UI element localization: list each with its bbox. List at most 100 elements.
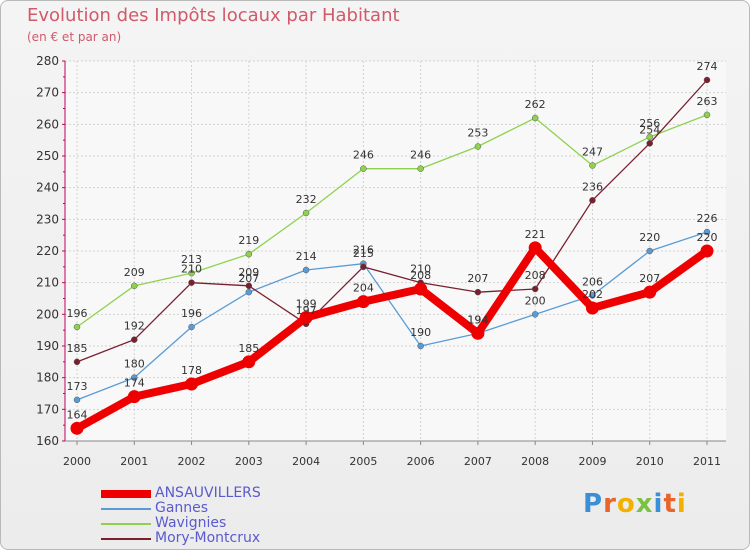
x-tick-label: 2000	[63, 455, 91, 468]
y-tick-label: 280	[36, 54, 59, 68]
x-tick-label: 2006	[407, 455, 435, 468]
series-ansauvillers	[70, 241, 714, 435]
series-line-mory-montcrux	[76, 79, 708, 363]
x-tick-label: 2008	[521, 455, 549, 468]
data-label-ansauvillers: 221	[525, 228, 546, 241]
data-point-wavignies	[589, 162, 596, 169]
data-point-mory-montcrux	[531, 285, 539, 293]
series-lines	[70, 76, 714, 435]
y-tick-label: 220	[36, 244, 59, 258]
y-axis-ticks: 160 170 180 190 200 210 220 230 240 250 260 270 280	[36, 54, 65, 448]
x-tick-label: 2007	[464, 455, 492, 468]
data-point-mory-montcrux	[188, 279, 195, 286]
legend-label: Wavignies	[155, 515, 227, 531]
data-label-gannes: 173	[67, 380, 88, 393]
data-point-ansauvillers	[700, 244, 714, 258]
x-tick-label: 2011	[693, 455, 721, 468]
data-label-gannes: 226	[697, 212, 718, 225]
data-label-wavignies: 263	[697, 95, 718, 108]
data-label-gannes: 206	[582, 275, 603, 288]
data-label-wavignies: 246	[410, 149, 431, 162]
data-point-gannes	[245, 288, 253, 296]
data-point-mory-montcrux	[245, 282, 253, 290]
data-label-wavignies: 246	[353, 149, 374, 162]
data-label-mory-montcrux: 185	[67, 342, 88, 355]
series-line-ansauvillers	[75, 243, 710, 432]
data-label-mory-montcrux: 197	[296, 304, 317, 317]
data-label-wavignies: 196	[67, 307, 88, 320]
data-label-wavignies: 209	[124, 266, 145, 279]
logo-letter: i	[676, 489, 687, 519]
x-tick-label: 2003	[235, 455, 263, 468]
data-label-wavignies: 256	[639, 117, 660, 130]
legend-label: Gannes	[155, 500, 209, 516]
data-point-mory-montcrux	[131, 336, 138, 343]
data-point-gannes	[131, 374, 138, 381]
x-axis-ticks: 2000 2001 2002 2003 2004 2005 2006 2007 2008 2009…	[63, 441, 721, 468]
data-label-ansauvillers: 208	[410, 269, 431, 282]
y-tick-label: 270	[36, 86, 59, 100]
data-label-wavignies: 253	[467, 127, 488, 140]
data-label-ansauvillers: 220	[697, 231, 718, 244]
data-point-gannes	[188, 323, 195, 331]
data-label-mory-montcrux: 208	[525, 269, 546, 282]
logo-letter: t	[663, 489, 677, 519]
data-point-gannes	[703, 228, 711, 236]
data-label-ansauvillers: 199	[296, 298, 317, 311]
y-tick-label: 230	[36, 212, 59, 226]
x-tick-label: 2010	[636, 455, 664, 468]
data-label-gannes: 196	[181, 307, 202, 320]
data-point-ansauvillers	[127, 390, 141, 404]
data-point-wavignies	[531, 114, 539, 122]
data-label-mory-montcrux: 209	[238, 266, 259, 279]
data-point-wavignies	[73, 323, 81, 331]
data-label-mory-montcrux: 274	[697, 60, 718, 73]
y-tick-label: 170	[36, 402, 59, 416]
data-label-ansauvillers: 207	[639, 272, 660, 285]
data-point-ansauvillers	[185, 377, 199, 391]
data-point-gannes	[589, 292, 596, 299]
data-point-mory-montcrux	[474, 288, 482, 296]
data-label-ansauvillers: 204	[353, 282, 374, 295]
legend-label: Mory-Montcrux	[155, 530, 261, 546]
data-label-mory-montcrux: 236	[582, 180, 603, 193]
data-label-wavignies: 247	[582, 146, 603, 159]
data-point-ansauvillers	[471, 326, 485, 340]
data-label-ansauvillers: 185	[238, 342, 259, 355]
data-label-gannes: 194	[467, 313, 488, 326]
plot-area	[65, 61, 726, 441]
y-tick-label: 190	[36, 339, 59, 353]
data-point-ansauvillers	[356, 295, 370, 309]
data-point-gannes	[302, 266, 310, 274]
data-point-mory-montcrux	[589, 197, 596, 204]
data-point-ansauvillers	[643, 285, 657, 299]
series-wavignies	[73, 111, 711, 331]
data-label-wavignies: 262	[525, 98, 546, 111]
data-label-mory-montcrux: 192	[124, 320, 145, 333]
x-tick-label: 2004	[292, 455, 320, 468]
data-label-gannes: 216	[353, 244, 374, 257]
x-tick-label: 2005	[349, 455, 377, 468]
data-point-mory-montcrux	[646, 140, 653, 147]
data-label-mory-montcrux: 210	[410, 263, 431, 276]
data-point-wavignies	[417, 165, 424, 172]
data-point-gannes	[531, 311, 539, 318]
y-tick-label: 250	[36, 149, 59, 163]
data-label-mory-montcrux: 207	[467, 272, 488, 285]
data-label-gannes: 220	[639, 231, 660, 244]
data-point-mory-montcrux	[703, 76, 711, 84]
data-label-gannes: 207	[238, 272, 259, 285]
data-label-ansauvillers: 174	[124, 377, 145, 390]
y-tick-label: 180	[36, 371, 59, 385]
data-point-gannes	[417, 342, 424, 350]
logo-letter: i	[653, 489, 664, 519]
data-point-ansauvillers	[242, 355, 256, 369]
logo-letter: x	[635, 489, 654, 519]
data-labels: 164 174 178 185 199 204 208 194 221 202 207 220 173 1…	[67, 60, 718, 421]
data-point-ansauvillers	[528, 241, 542, 255]
data-label-mory-montcrux: 254	[639, 123, 660, 136]
logo-letter: o	[616, 489, 636, 519]
data-point-ansauvillers	[585, 301, 599, 315]
data-point-wavignies	[646, 133, 653, 141]
